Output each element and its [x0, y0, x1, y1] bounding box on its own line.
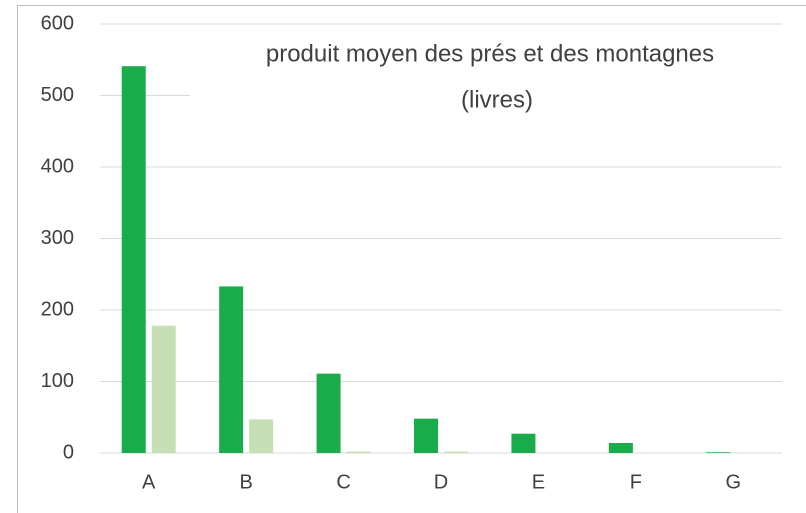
bar	[346, 451, 371, 453]
bar	[151, 325, 176, 453]
chart-subtitle: (livres)	[461, 86, 533, 113]
bar	[608, 442, 633, 453]
x-tick-label: C	[336, 471, 350, 493]
x-tick-label: A	[142, 471, 156, 493]
bar	[249, 419, 274, 453]
bar	[219, 286, 244, 453]
y-tick-label: 600	[41, 12, 74, 34]
bar	[511, 433, 536, 453]
x-tick-label: E	[532, 471, 545, 493]
y-tick-label: 300	[41, 227, 74, 249]
chart-border	[17, 5, 806, 513]
y-tick-label: 100	[41, 370, 74, 392]
bar	[121, 66, 146, 453]
chart-title: produit moyen des prés et des montagnes	[266, 40, 714, 67]
bar	[444, 451, 468, 453]
x-tick-label: D	[434, 471, 448, 493]
x-tick-label: F	[630, 471, 642, 493]
bars	[121, 66, 731, 453]
bar	[316, 373, 341, 453]
y-tick-label: 400	[41, 155, 74, 177]
grid: 0 100 200 300 400 500 600 A B C D E F G	[41, 12, 782, 493]
bar	[414, 418, 438, 453]
x-tick-label: G	[726, 471, 742, 493]
bar	[706, 452, 731, 453]
x-tick-label: B	[239, 471, 252, 493]
y-tick-label: 200	[41, 298, 74, 320]
y-tick-label: 0	[63, 441, 74, 463]
y-tick-label: 500	[41, 84, 74, 106]
title-background	[190, 30, 790, 130]
